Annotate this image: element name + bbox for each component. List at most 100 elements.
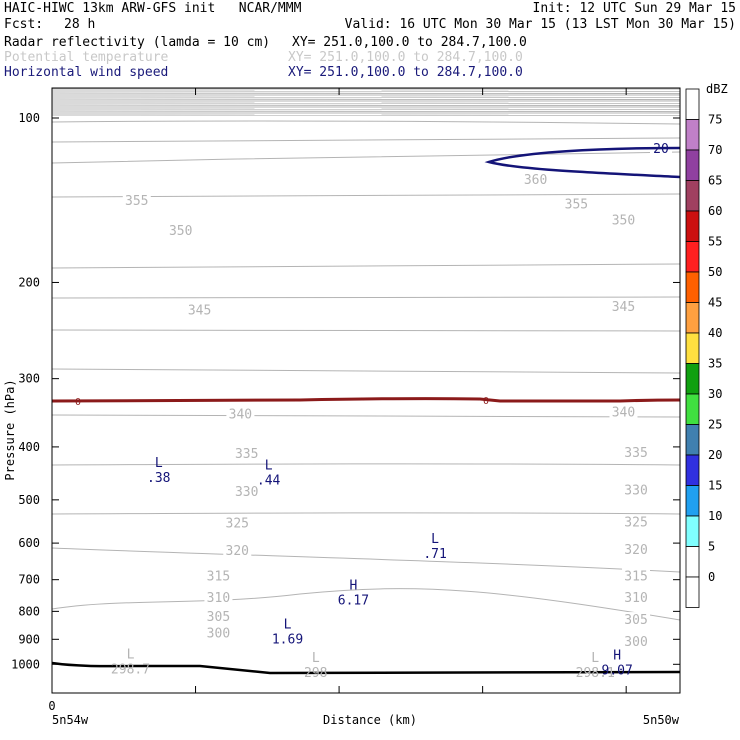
theta-contour-label: 325 [624, 515, 647, 530]
theta-label-bg [226, 406, 255, 421]
y-tick-label: 900 [18, 632, 40, 646]
plot-background [52, 88, 680, 693]
y-tick-label: 500 [18, 493, 40, 507]
theta-label-bg [622, 589, 651, 604]
header-title: HAIC-HIWC 13km ARW-GFS init NCAR/MMM [4, 1, 302, 16]
zero-line [51, 397, 681, 403]
theta-label-bg [204, 589, 233, 604]
theta-label-bg [609, 404, 638, 419]
colorbar-segment [685, 576, 700, 608]
theta-contour-label: 335 [624, 446, 647, 461]
theta-label-bg [609, 212, 638, 227]
theta-contour-label: 340 [612, 405, 635, 420]
theta-contour-label: 330 [235, 485, 258, 500]
extremum-type: L [155, 456, 163, 471]
extremum-value: .71 [423, 547, 446, 562]
colorbar-unit: dBZ [706, 82, 728, 96]
theta-band-line [51, 110, 681, 113]
theta-label-bg [204, 609, 233, 624]
extremum-type: L [127, 647, 135, 662]
extremum-value: 298 [304, 666, 327, 681]
colorbar-segment [685, 88, 700, 120]
theta-contour-330 [51, 329, 681, 332]
theta-contour-325 [51, 368, 681, 374]
field2-xy: XY= 251.0,100.0 to 284.7,100.0 [288, 50, 523, 65]
y-tick-label: 800 [18, 604, 40, 618]
theta-contour-label: 350 [612, 213, 635, 228]
field1-name: Radar reflectivity (lamda = 10 cm) [4, 35, 271, 50]
colorbar-segment [685, 454, 700, 486]
colorbar-level-label: 75 [708, 113, 722, 127]
field3-xy: XY= 251.0,100.0 to 284.7,100.0 [288, 65, 523, 80]
theta-contour-label: 355 [565, 198, 588, 213]
y-tick-label: 1000 [11, 657, 40, 671]
colorbar-level-label: 50 [708, 265, 722, 279]
theta-contour-label: 305 [624, 613, 647, 628]
theta-contour-label: 300 [624, 635, 647, 650]
theta-label-bg [609, 299, 638, 314]
colorbar-segment [685, 119, 700, 151]
extremum-type: L [431, 532, 439, 547]
colorbar-level-label: 0 [708, 570, 715, 584]
colorbar-level-label: 55 [708, 235, 722, 249]
colorbar-level-label: 70 [708, 143, 722, 157]
theta-label-bg [223, 515, 252, 530]
theta-label-bg [622, 514, 651, 529]
theta-contour-label: 345 [612, 300, 635, 315]
header-fcst-value: 28 h [64, 17, 96, 32]
extremum-value: .44 [257, 474, 281, 489]
colorbar-segment [685, 210, 700, 242]
theta-contour-300 [51, 588, 681, 621]
theta-contour-label: 340 [229, 408, 252, 423]
colorbar-segment [685, 424, 700, 456]
extremum-type: H [613, 649, 621, 664]
theta-contour-label: 325 [226, 516, 249, 531]
colorbar-segment [685, 393, 700, 425]
theta-contour-350 [51, 151, 681, 164]
colorbar-segment [685, 363, 700, 395]
theta-label-bg [223, 542, 252, 557]
theta-contour-label: 310 [207, 591, 230, 606]
wind-contour-label: 20 [653, 142, 669, 157]
colorbar-level-label: 45 [708, 296, 722, 310]
theta-band-line [51, 98, 681, 101]
extremum-type: L [312, 651, 320, 666]
extremum-value: 298.7 [111, 662, 150, 677]
theta-band-line [51, 104, 681, 107]
x-tick-label-0: 0 [48, 699, 55, 713]
colorbar-level-label: 25 [708, 418, 722, 432]
extremum-value: 1.69 [272, 633, 303, 648]
theta-label-bg [122, 193, 151, 208]
theta-label-bg [232, 484, 261, 499]
extremum-type: L [265, 459, 273, 474]
field2-name: Potential temperature [4, 50, 169, 65]
theta-label-bg [622, 612, 651, 627]
colorbar-segment [685, 149, 700, 181]
theta-contour-360 [51, 120, 681, 125]
theta-label-bg [622, 542, 651, 557]
colorbar-level-label: 35 [708, 357, 722, 371]
theta-label-bg [204, 568, 233, 583]
colorbar-segment [685, 271, 700, 303]
extremum-type: H [350, 579, 358, 594]
y-axis-label: Pressure (hPa) [3, 379, 17, 480]
theta-label-bg [622, 633, 651, 648]
extremum-value: 298.1 [576, 666, 615, 681]
y-tick-label: 200 [18, 275, 40, 289]
colorbar-segment [685, 332, 700, 364]
y-tick-label: 100 [18, 111, 40, 125]
ground-line [51, 661, 681, 675]
colorbar-segment [685, 546, 700, 578]
colorbar-level-label: 60 [708, 204, 722, 218]
theta-label-bg [521, 172, 550, 187]
theta-contour-label: 315 [624, 569, 647, 584]
theta-label-bg [562, 196, 591, 211]
zero-line-label: 0 [483, 396, 489, 407]
colorbar-segment [685, 485, 700, 517]
theta-band-line [51, 92, 681, 95]
theta-contour-label: 305 [207, 610, 230, 625]
theta-contour-label: 320 [624, 543, 647, 558]
colorbar-segment [685, 302, 700, 334]
